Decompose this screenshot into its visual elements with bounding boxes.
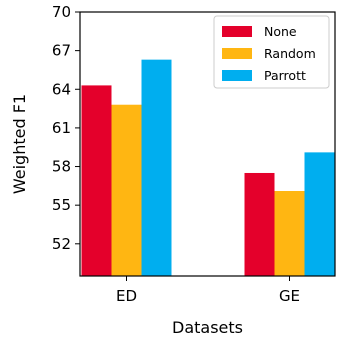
legend-label-parrott: Parrott: [264, 68, 306, 83]
legend-swatch-random: [222, 48, 252, 59]
bar-random-ed: [111, 104, 142, 276]
y-tick-label: 58: [52, 158, 71, 176]
legend-label-random: Random: [264, 46, 316, 61]
x-tick-label: ED: [116, 287, 137, 305]
y-axis-label: Weighted F1: [10, 94, 29, 194]
axes-group: [79, 11, 336, 277]
x-axis-label: Datasets: [172, 318, 243, 337]
bar-parrott-ed: [141, 59, 172, 277]
bar-parrott-ge: [304, 152, 335, 276]
legend-label-none: None: [264, 24, 297, 39]
legend: None Random Parrott: [213, 15, 330, 89]
y-tick-label: 67: [52, 42, 71, 60]
legend-swatch-parrott: [222, 70, 252, 81]
y-tick-label: 55: [52, 196, 71, 214]
bar-none-ed: [81, 85, 112, 276]
bar-none-ge: [244, 172, 275, 276]
y-tick-label: 52: [52, 235, 71, 253]
legend-swatch-none: [222, 26, 252, 37]
bars-group: [81, 59, 335, 277]
y-tick-label: 64: [52, 80, 71, 98]
x-tick-label: GE: [279, 287, 300, 305]
bar-random-ge: [274, 191, 305, 276]
y-axis-ticks: 52 55 58 61 64 67 70: [52, 3, 80, 253]
y-tick-label: 70: [52, 3, 71, 21]
y-tick-label: 61: [52, 119, 71, 137]
plot-frame: [79, 11, 336, 277]
x-axis-ticks: ED GE: [116, 276, 300, 305]
